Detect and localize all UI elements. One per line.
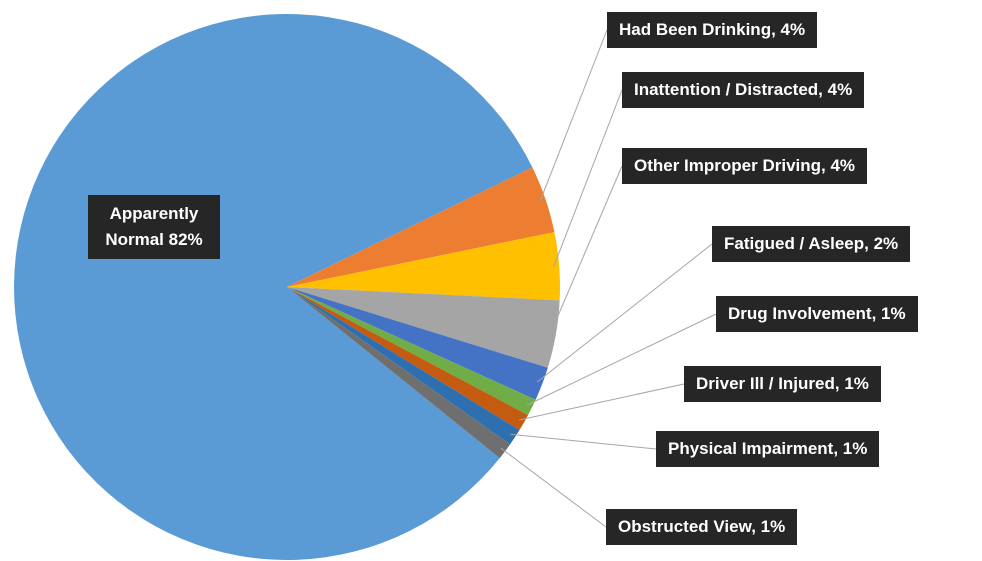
data-label: Obstructed View, 1%: [606, 509, 798, 545]
pie-slice: [287, 287, 529, 431]
data-label: Driver Ill / Injured, 1%: [684, 366, 881, 402]
pie-slice: [287, 287, 536, 416]
pie-slice: [287, 287, 520, 445]
leader-line: [550, 165, 623, 334]
data-label: Inattention / Distracted, 4%: [622, 72, 865, 108]
leader-line: [519, 383, 685, 421]
data-label: Had Been Drinking, 4%: [607, 12, 818, 48]
data-label: Drug Involvement, 1%: [716, 296, 918, 332]
pie-slice: [287, 287, 560, 368]
leader-line: [510, 433, 657, 450]
leader-line: [526, 313, 717, 406]
data-label: Other Improper Driving, 4%: [622, 148, 868, 184]
leader-line: [500, 447, 607, 528]
leader-line: [553, 89, 623, 267]
leader-line: [539, 29, 608, 201]
data-label: Fatigued / Asleep, 2%: [712, 226, 911, 262]
pie-slice: [14, 14, 533, 561]
data-label: Physical Impairment, 1%: [656, 431, 880, 467]
leader-line: [536, 243, 713, 383]
pie-slice: [287, 167, 555, 287]
pie-slice: [287, 287, 511, 459]
data-label: Apparently Normal 82%: [88, 195, 220, 259]
pie-slice: [287, 232, 560, 301]
pie-slice: [287, 287, 548, 400]
